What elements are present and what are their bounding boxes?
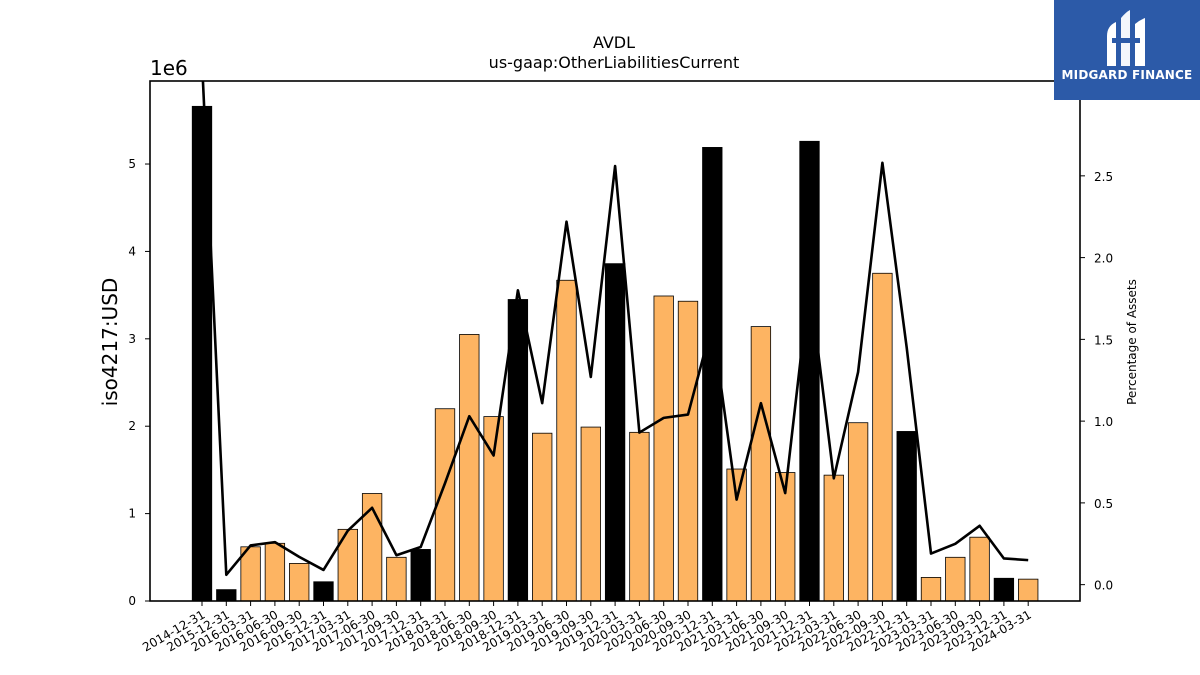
y-tick-label: 4 [128,244,136,258]
bar-2022-12-31 [896,431,917,602]
chart-title: AVDL [593,33,635,52]
plot-area: 0123450.00.51.01.52.02.52014-12-312015-1… [128,80,1113,654]
bar-2015-12-31 [216,589,237,602]
chart-subtitle: us-gaap:OtherLiabilitiesCurrent [489,53,740,72]
y-tick-label: 3 [128,332,136,346]
y-offset-label: 1e6 [150,56,188,80]
bar-2021-03-31 [726,468,747,602]
bar-2016-09-30 [289,563,310,602]
y2-tick-label: 1.0 [1094,415,1113,429]
y2-tick-label: 2.0 [1094,252,1113,266]
bar-2018-06-30 [459,334,480,602]
midgard-logo-icon [1107,10,1145,66]
bar-2020-09-30 [677,300,699,602]
y2-axis-label: Percentage of Assets [1125,279,1139,405]
y-tick-label: 0 [128,594,136,608]
bar-2016-06-30 [264,542,286,602]
brand-logo: MIDGARD FINANCE [1054,0,1200,100]
y2-tick-label: 0.5 [1094,497,1113,511]
y2-tick-label: 2.5 [1094,170,1113,184]
bar-2020-06-30 [653,295,674,602]
y2-tick-label: 0.0 [1094,579,1113,593]
y-tick-label: 2 [128,419,136,433]
bar-2017-09-30 [386,556,407,602]
percentage-line [201,81,1029,577]
bar-2021-06-30 [750,326,772,602]
logo-text: MIDGARD FINANCE [1061,68,1193,82]
y-tick-label: 5 [128,157,136,171]
bar-2023-12-31 [993,577,1015,602]
bar-2019-06-30 [556,279,577,602]
bar-2019-09-30 [580,426,601,602]
bar-2024-03-31 [1018,578,1039,602]
bar-2018-03-31 [434,408,456,602]
bar-2016-12-31 [313,581,334,602]
y-tick-label: 1 [128,507,136,521]
bar-2023-03-31 [920,577,942,602]
bar-2023-06-30 [945,556,966,602]
bar-2023-09-30 [969,536,990,602]
y-axis-label: iso4217:USD [98,278,122,407]
bar-2020-03-31 [629,431,650,602]
bar-2019-03-31 [532,432,553,602]
bar-2021-12-31 [799,140,820,602]
bar-2019-12-31 [604,263,626,602]
bar-2017-12-31 [410,549,431,602]
y2-tick-label: 1.5 [1094,333,1113,347]
bar-2022-09-30 [872,272,893,602]
bar-2022-06-30 [847,422,869,602]
bar-2022-03-31 [823,474,844,602]
